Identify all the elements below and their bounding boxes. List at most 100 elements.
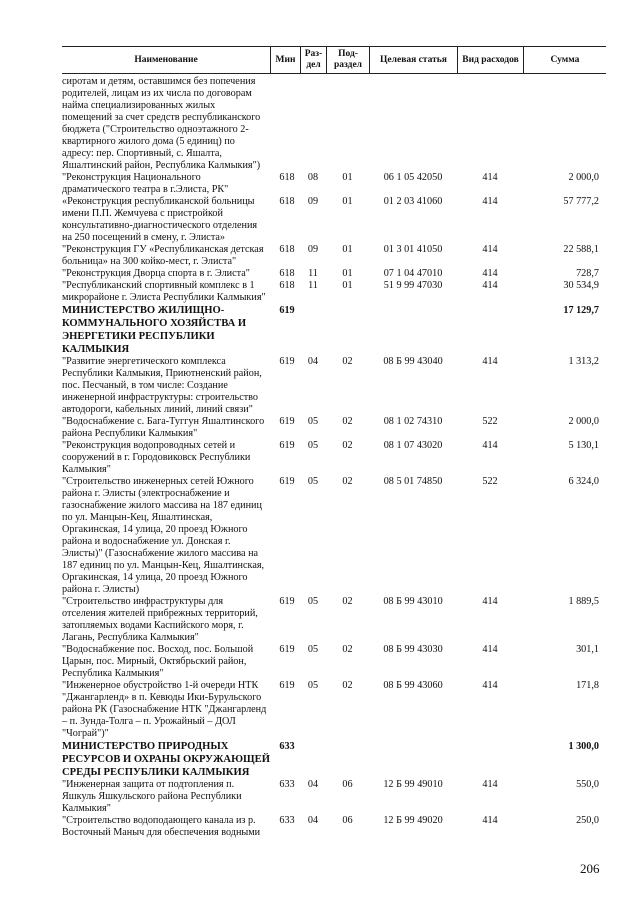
row-name: "Реконструкция Дворца спорта в г. Элиста… — [62, 268, 268, 280]
row-name-line: "Джангарленд» в п. Кевюды Ики-Бурульског… — [62, 692, 262, 703]
cell-sum: 30 534,9 — [563, 280, 599, 291]
cell-sum: 17 129,7 — [563, 305, 599, 316]
row-name-line: пос. Песчаный, в том числе: Создание — [62, 380, 228, 391]
page-number: 206 — [580, 861, 600, 876]
cell-sum: 250,0 — [576, 815, 599, 826]
cell-razdel: 08 — [307, 172, 319, 183]
row-name-line: "Инженерная защита от подтопления п. — [62, 779, 235, 790]
cell-sum: 6 324,0 — [568, 476, 599, 487]
row-name-line: квартирного жилого дома (5 единиц) по — [62, 136, 235, 147]
table-row: "Водоснабжение пос. Восход, пос. Большой… — [62, 644, 606, 680]
cell-vid: 414 — [482, 280, 498, 291]
row-name-line: драматического театра в г.Элиста, РК" — [62, 184, 229, 195]
row-name-line: "Строительство инфраструктуры для — [62, 596, 224, 607]
cell-vid: 414 — [482, 680, 498, 691]
row-name-line: Лагань, Республика Калмыкия" — [62, 632, 199, 643]
cell-target: 01 2 03 41060 — [383, 196, 443, 207]
cell-podrazdel: 02 — [342, 680, 353, 691]
cell-min: 619 — [279, 416, 295, 427]
cell-target: 08 1 07 43020 — [383, 440, 443, 451]
header-sum: Сумма — [523, 47, 606, 73]
cell-sum: 22 588,1 — [563, 244, 599, 255]
table-row: "Республиканский спортивный комплекс в 1… — [62, 280, 606, 304]
row-name-line: автодороги, кабельных линий, линий связи… — [62, 404, 253, 415]
cell-podrazdel: 01 — [342, 196, 353, 207]
row-name-line: «Реконструкция республиканской больницы — [62, 196, 255, 207]
cell-target: 08 5 01 74850 — [383, 476, 443, 487]
row-name-line: отселения жителей прибрежных территорий, — [62, 608, 258, 619]
table-row: "Инженерное обустройство 1-й очереди НТК… — [62, 680, 606, 740]
row-name-line: "Инженерное обустройство 1-й очереди НТК — [62, 680, 259, 691]
table-row: "Реконструкция Дворца спорта в г. Элиста… — [62, 268, 606, 280]
header-min: Мин — [270, 47, 300, 73]
row-name: "Инженерное обустройство 1-й очереди НТК… — [62, 680, 268, 740]
cell-podrazdel: 02 — [342, 440, 353, 451]
row-name-line: Оргакинская, 14 улица, 20 проезд Южного — [62, 524, 248, 535]
row-name: "Республиканский спортивный комплекс в 1… — [62, 280, 268, 304]
cell-podrazdel: 01 — [342, 172, 353, 183]
cell-sum: 2 000,0 — [568, 416, 599, 427]
cell-vid: 414 — [482, 644, 498, 655]
cell-podrazdel: 02 — [342, 356, 353, 367]
row-name-line: РЕСУРСОВ И ОХРАНЫ ОКРУЖАЮЩЕЙ — [62, 754, 270, 765]
cell-target: 01 3 01 41050 — [383, 244, 443, 255]
cell-target: 08 Б 99 43010 — [383, 596, 443, 607]
cell-razdel: 05 — [307, 440, 319, 451]
row-name-line: бюджета ("Строительство одноэтажного 2- — [62, 124, 249, 135]
row-name-line: района г. Элисты (электроснабжение и — [62, 488, 230, 499]
cell-podrazdel: 06 — [342, 779, 353, 790]
row-name-line: микрорайоне г. Элиста Республики Калмыки… — [62, 292, 266, 303]
row-name-line: Яшалтинский район, Республика Калмыкия") — [62, 160, 261, 171]
cell-target: 08 1 02 74310 — [383, 416, 443, 427]
cell-min: 619 — [279, 440, 295, 451]
cell-vid: 414 — [482, 815, 498, 826]
row-name-line: МИНИСТЕРСТВО ПРИРОДНЫХ — [62, 741, 229, 752]
row-name-line: сооружений в г. Городовиковск Республики — [62, 452, 251, 463]
cell-vid: 414 — [482, 268, 498, 279]
cell-min: 619 — [279, 596, 295, 607]
cell-vid: 522 — [482, 416, 498, 427]
table-body: сиротам и детям, оставшимся без попечени… — [62, 76, 606, 839]
cell-sum: 5 130,1 — [568, 440, 599, 451]
cell-min: 619 — [279, 680, 295, 691]
cell-razdel: 04 — [307, 779, 319, 790]
cell-target: 08 Б 99 43060 — [383, 680, 443, 691]
cell-target: 12 Б 99 49020 — [383, 815, 443, 826]
row-name-line: "Реконструкция ГУ «Республиканская детск… — [62, 244, 264, 255]
cell-target: 08 Б 99 43030 — [383, 644, 443, 655]
row-name-line: Восточный Маныч для обеспечения водными — [62, 827, 261, 838]
ministry-row: МИНИСТЕРСТВО ПРИРОДНЫХ РЕСУРСОВ И ОХРАНЫ … — [62, 740, 606, 779]
table-row: "Реконструкция Национального драматическо… — [62, 172, 606, 196]
cell-podrazdel: 01 — [342, 280, 353, 291]
row-name-line: района г. Элисты) — [62, 584, 140, 595]
table-row: "Инженерная защита от подтопления п. Яшку… — [62, 779, 606, 815]
table-row: "Реконструкция ГУ «Республиканская детск… — [62, 244, 606, 268]
cell-podrazdel: 02 — [342, 596, 353, 607]
cell-vid: 522 — [482, 476, 498, 487]
row-name-line: Республика Калмыкия" — [62, 668, 164, 679]
cell-sum: 550,0 — [576, 779, 599, 790]
row-name: сиротам и детям, оставшимся без попечени… — [62, 76, 268, 172]
cell-razdel: 05 — [307, 416, 319, 427]
cell-vid: 414 — [482, 596, 498, 607]
table-row: "Развитие энергетического комплекса Респу… — [62, 356, 606, 416]
cell-razdel: 11 — [308, 268, 318, 279]
table-row: "Строительство инфраструктуры для отселен… — [62, 596, 606, 644]
row-name-line: сиротам и детям, оставшимся без попечени… — [62, 76, 256, 87]
cell-min: 619 — [279, 644, 295, 655]
table-row: сиротам и детям, оставшимся без попечени… — [62, 76, 606, 172]
cell-target: 06 1 05 42050 — [383, 172, 443, 183]
row-name-line: "Водоснабжение пос. Восход, пос. Большой — [62, 644, 254, 655]
table-row: "Строительство инженерных сетей Южного ра… — [62, 476, 606, 596]
cell-vid: 414 — [482, 779, 498, 790]
row-name: "Реконструкция водопроводных сетей и соор… — [62, 440, 268, 476]
cell-target: 08 Б 99 43040 — [383, 356, 443, 367]
ministry-row: МИНИСТЕРСТВО ЖИЛИЩНО- КОММУНАЛЬНОГО ХОЗЯЙ… — [62, 304, 606, 356]
row-name: "Водоснабжение с. Бага-Туггун Яшалтинско… — [62, 416, 268, 440]
row-name: "Водоснабжение пос. Восход, пос. Большой… — [62, 644, 268, 680]
cell-razdel: 04 — [307, 815, 319, 826]
cell-podrazdel: 02 — [342, 644, 353, 655]
row-name: "Инженерная защита от подтопления п. Яшку… — [62, 779, 268, 815]
table-row: «Реконструкция республиканской больницы и… — [62, 196, 606, 244]
cell-razdel: 09 — [307, 244, 319, 255]
